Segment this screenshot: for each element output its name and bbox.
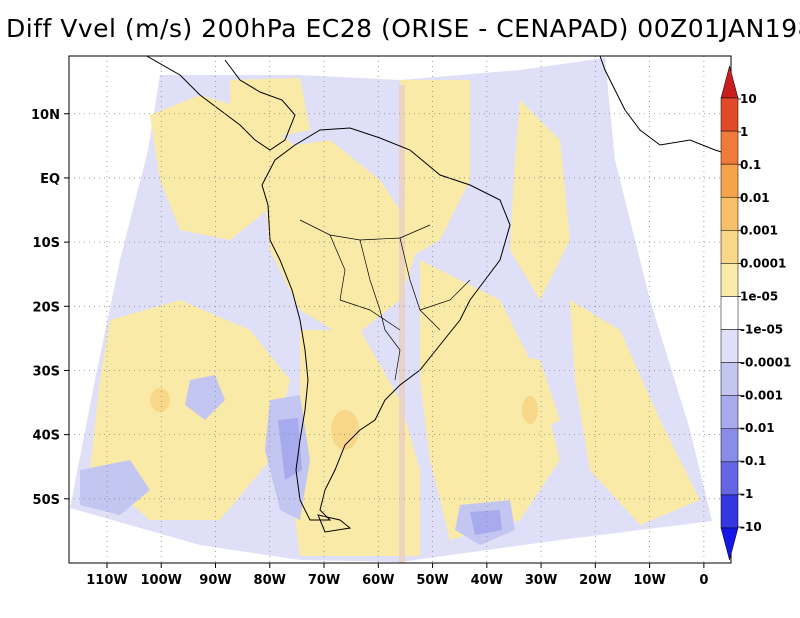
colorbar-swatch [720, 296, 739, 330]
y-tick-label: 30S [33, 364, 60, 379]
colorbar-label: -1 [740, 487, 753, 501]
colorbar-label: 0.1 [740, 158, 761, 172]
colorbar-swatch [720, 494, 739, 529]
internal-borders [299, 219, 471, 381]
colorbar-swatch [720, 163, 739, 198]
y-axis: 10N EQ 10S 20S 30S 40S 50S [31, 108, 69, 508]
x-tick-label: 70W [308, 573, 340, 588]
y-tick-label: 50S [33, 493, 60, 508]
x-tick-label: 100W [141, 573, 182, 588]
west-africa-coast [599, 56, 731, 156]
colorbar-label: 0.0001 [740, 257, 786, 271]
x-tick-label: 10W [633, 573, 665, 588]
x-tick-label: 90W [199, 573, 231, 588]
colorbar-label: 1 [740, 125, 748, 139]
colorbar-label: 1e-05 [740, 290, 778, 304]
x-tick-label: 30W [525, 573, 557, 588]
central-america-coast [145, 56, 296, 151]
x-tick-label: 60W [362, 573, 394, 588]
x-tick-label: 110W [86, 573, 127, 588]
colorbar-label: -0.1 [740, 454, 766, 468]
colorbar: 10 1 0.1 0.01 0.001 0.0001 1e-05 -1e-05 -0.0001 -… [720, 65, 791, 561]
colorbar-swatch [720, 230, 739, 264]
colorbar-label: -0.0001 [740, 355, 791, 369]
colorbar-swatch [720, 263, 739, 297]
x-axis: 110W 100W 90W 80W 70W 60W 50W 40W 30W 20W 10W 0 [86, 563, 708, 588]
colorbar-label: -10 [740, 520, 762, 534]
x-tick-label: 40W [471, 573, 503, 588]
colorbar-swatch [720, 395, 739, 430]
y-tick-label: 10N [31, 108, 60, 123]
colorbar-label: -0.001 [740, 388, 783, 402]
difference-field [70, 56, 731, 563]
colorbar-swatch [720, 461, 739, 496]
grid-lines [69, 56, 731, 563]
coastlines [145, 56, 731, 533]
positive-spots [150, 388, 538, 450]
y-tick-label: 10S [33, 236, 60, 251]
stripe-artifact [399, 85, 405, 563]
strong-negative-patches [278, 418, 502, 535]
south-america-coast [261, 127, 511, 521]
chart-title: Diff Vvel (m/s) 200hPa EC28 (ORISE - CEN… [6, 14, 800, 43]
colorbar-bottom-arrow [720, 527, 739, 561]
colorbar-label: 10 [740, 92, 757, 106]
x-tick-label: 80W [254, 573, 286, 588]
x-tick-label: 50W [416, 573, 448, 588]
y-tick-label: 20S [33, 300, 60, 315]
colorbar-label: 0.001 [740, 224, 778, 238]
colorbar-label: 0.01 [740, 191, 770, 205]
y-tick-label: EQ [40, 172, 60, 187]
colorbar-swatch [720, 362, 739, 396]
x-tick-label: 0 [699, 573, 708, 588]
tierra-del-fuego [317, 514, 352, 533]
colorbar-swatch [720, 196, 739, 231]
colorbar-swatch [720, 130, 739, 165]
y-tick-label: 40S [33, 429, 60, 444]
colorbar-swatch [720, 329, 739, 363]
positive-patches [90, 78, 700, 556]
colorbar-label: -0.01 [740, 421, 775, 435]
x-tick-label: 20W [579, 573, 611, 588]
colorbar-label: -1e-05 [740, 322, 783, 336]
colorbar-swatch [720, 428, 739, 463]
colorbar-swatch [720, 97, 739, 132]
